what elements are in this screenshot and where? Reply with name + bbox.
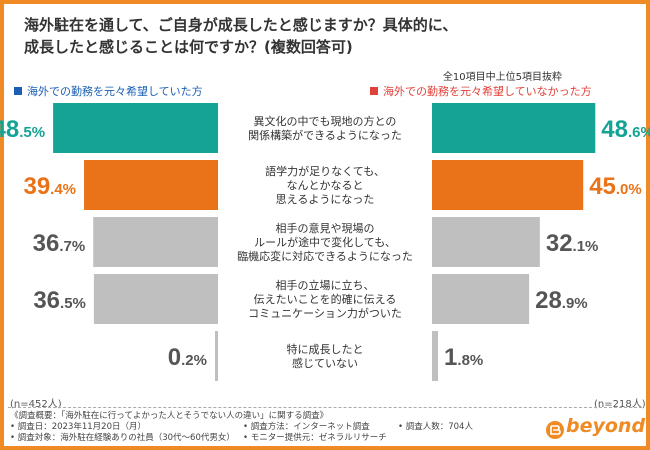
- legend-right-swatch: [370, 87, 378, 95]
- sample-size-left: (n=452人): [10, 399, 62, 410]
- title-line-1: 海外駐在を通して、ご自身が成長したと感じますか？具体的に、: [24, 16, 458, 34]
- legend-left-swatch: [14, 87, 22, 95]
- footer-count: • 調査人数：704人: [398, 422, 473, 432]
- bar-right-2: [432, 217, 540, 267]
- sample-size-right: (n=218人): [594, 399, 646, 410]
- value-label-left-4: 0.2%: [168, 344, 207, 371]
- legend-left: 海外での勤務を元々希望していた方: [14, 83, 203, 99]
- bar-right-1: [432, 160, 584, 210]
- category-label-4-1: 感じていない: [292, 357, 358, 370]
- bar-right-0: [432, 103, 596, 153]
- category-label-2-2: 臨機応変に対応できるようになった: [237, 249, 413, 263]
- footer-divider: [8, 407, 642, 408]
- category-label-2-0: 相手の意見や現場の: [276, 221, 375, 235]
- category-label-0-1: 関係構築ができるようになった: [248, 128, 402, 142]
- value-label-right-4: 1.8%: [444, 344, 483, 371]
- footer-target: • 調査対象：海外駐在経験ありの社員（30代〜60代男女）: [10, 433, 235, 443]
- category-label-4-0: 特に成長したと: [287, 342, 364, 356]
- category-label-0-0: 異文化の中でも現地の方との: [254, 114, 397, 128]
- legend-left-label: 海外での勤務を元々希望していた方: [27, 85, 203, 98]
- bar-right-3: [432, 274, 530, 324]
- category-label-3-2: コミュニケーション力がついた: [248, 306, 402, 320]
- value-label-right-1: 45.0%: [589, 173, 642, 200]
- value-label-right-0: 48.6%: [601, 116, 650, 143]
- legend-right: 海外での勤務を元々希望していなかった方: [370, 83, 592, 99]
- category-label-2-1: ルールが途中で変化しても、: [254, 235, 396, 249]
- value-label-right-2: 32.1%: [546, 230, 599, 257]
- footer-summary: 《調査概要：「海外駐在に行ってよかった人とそうでない人の違い」に関する調査》: [10, 411, 329, 421]
- title-line-2: 成長したと感じることは何ですか？(複数回答可): [24, 38, 353, 56]
- value-label-left-0: 48.5%: [0, 116, 45, 143]
- footer-method: • 調査方法：インターネット調査: [243, 422, 370, 432]
- category-label-1-1: なんとかなると: [287, 179, 364, 192]
- category-label-3-1: 伝えたいことを的確に伝える: [254, 292, 397, 306]
- category-label-1-0: 語学力が足りなくても、: [265, 164, 385, 178]
- footer-date: • 調査日：2023年11月20日（月）: [10, 422, 146, 432]
- bar-left-1: [84, 160, 218, 210]
- bar-left-2: [93, 217, 218, 267]
- subnote: 全10項目中上位5項目抜粋: [442, 72, 562, 83]
- legend-right-label: 海外での勤務を元々希望していなかった方: [383, 85, 592, 98]
- footer-provider: • モニター提供元：ゼネラルリサーチ: [243, 433, 387, 443]
- bar-left-3: [93, 274, 218, 324]
- bar-left-4: [215, 331, 218, 381]
- category-label-1-2: 思えるようになった: [276, 193, 375, 206]
- category-label-3-0: 相手の立場に立ち、: [276, 278, 375, 292]
- value-label-right-3: 28.9%: [535, 287, 588, 314]
- value-label-left-3: 36.5%: [33, 287, 86, 314]
- bar-left-0: [53, 103, 218, 153]
- brand-logo-icon: [546, 421, 564, 439]
- value-label-left-2: 36.7%: [33, 230, 86, 257]
- chart-title: 海外駐在を通して、ご自身が成長したと感じますか？具体的に、 成長したと感じること…: [24, 14, 624, 62]
- brand-name: beyond: [566, 415, 646, 437]
- value-label-left-1: 39.4%: [23, 173, 76, 200]
- bar-right-4: [432, 331, 439, 381]
